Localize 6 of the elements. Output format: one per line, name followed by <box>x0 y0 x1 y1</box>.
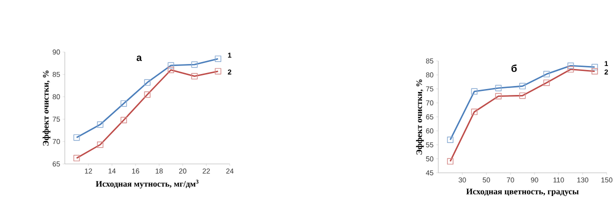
y-axis-title: Эффект очистки, % <box>416 79 424 154</box>
x-axis-title: Исходная цветность, градусы <box>466 188 579 196</box>
x-axis-title: Исходная мутность, мг/дм$^{3}$ <box>96 180 198 188</box>
chart-title: а <box>136 55 142 61</box>
y-axis-title: Эффект очистки, % <box>42 70 50 146</box>
chart-title: б <box>511 64 517 72</box>
